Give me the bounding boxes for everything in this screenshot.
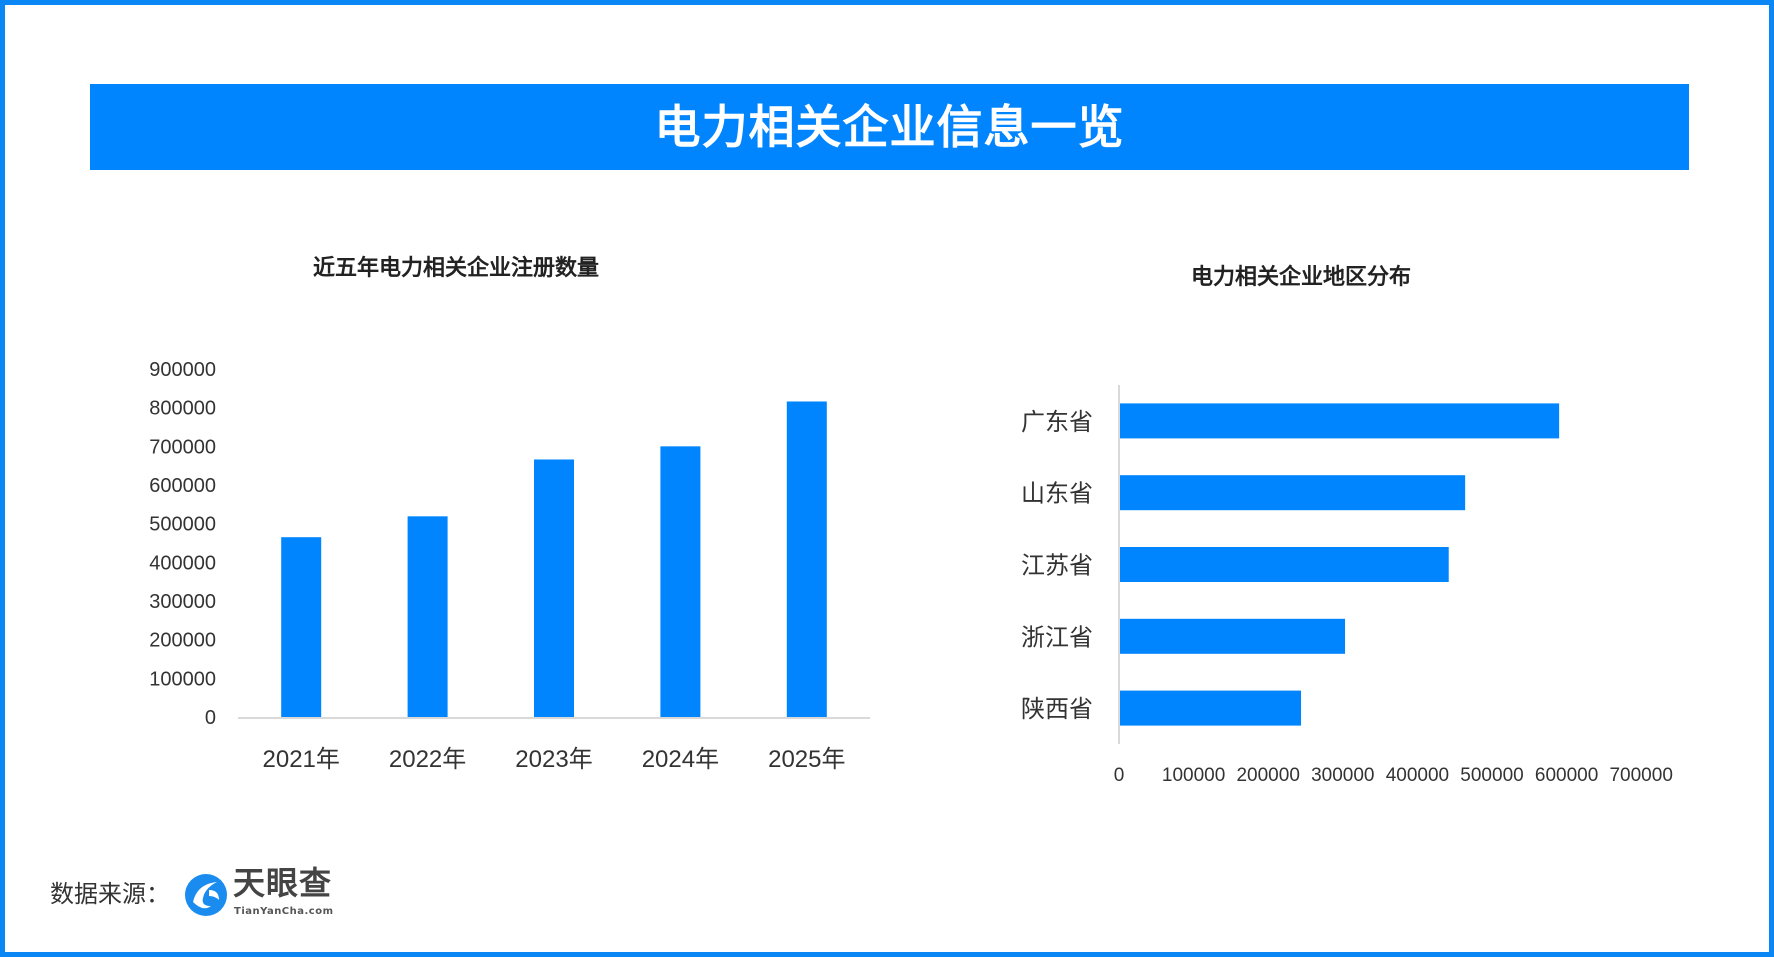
x-tick-label: 100000 [1162, 765, 1225, 786]
y-tick-label: 900000 [149, 359, 216, 381]
logo-eye-icon [185, 874, 227, 916]
x-tick-label: 2024年 [642, 746, 719, 773]
tianyancha-logo: 天眼查 TianYanCha.com [183, 866, 353, 926]
bar-陕西省 [1120, 690, 1302, 726]
x-tick-label: 200000 [1236, 765, 1299, 786]
y-tick-label: 山东省 [1021, 481, 1093, 508]
y-tick-label: 500000 [149, 514, 216, 536]
y-tick-label: 800000 [149, 398, 216, 420]
x-tick-label: 500000 [1460, 765, 1523, 786]
bar-2022年 [407, 516, 448, 717]
x-tick-label: 2022年 [389, 746, 466, 773]
y-tick-label: 700000 [149, 436, 216, 458]
y-tick-label: 200000 [149, 630, 216, 652]
y-tick-label: 300000 [149, 591, 216, 613]
bar-山东省 [1120, 475, 1466, 511]
x-tick-label: 700000 [1609, 765, 1672, 786]
bar-2021年 [281, 537, 322, 717]
right-chart-title: 电力相关企业地区分布 [1190, 265, 1412, 290]
page-title: 电力相关企业信息一览 [654, 99, 1125, 154]
y-tick-label: 广东省 [1021, 409, 1093, 436]
bar-2023年 [534, 459, 574, 717]
y-tick-label: 陕西省 [1021, 696, 1093, 723]
bar-2025年 [786, 401, 827, 717]
x-tick-label: 400000 [1386, 765, 1449, 786]
x-tick-label: 0 [1114, 765, 1125, 786]
bar-江苏省 [1120, 547, 1449, 582]
logo-subtext: TianYanCha.com [234, 906, 334, 917]
y-tick-label: 100000 [149, 668, 216, 690]
y-tick-label: 0 [205, 707, 216, 729]
bar-浙江省 [1120, 618, 1346, 654]
x-tick-label: 2025年 [768, 746, 845, 773]
header-banner: 电力相关企业信息一览 [90, 84, 1689, 170]
x-tick-label: 2023年 [515, 746, 592, 773]
left-chart-title: 近五年电力相关企业注册数量 [312, 256, 600, 281]
x-tick-label: 600000 [1535, 765, 1598, 786]
y-tick-label: 400000 [149, 552, 216, 574]
x-tick-label: 300000 [1311, 765, 1374, 786]
source-label: 数据来源： [50, 880, 170, 908]
bar-广东省 [1120, 403, 1560, 439]
logo-text: 天眼查 [233, 864, 333, 902]
y-tick-label: 江苏省 [1021, 553, 1093, 580]
y-tick-label: 600000 [149, 475, 216, 497]
bar-2024年 [660, 446, 701, 717]
x-tick-label: 2021年 [263, 746, 340, 773]
y-tick-label: 浙江省 [1021, 624, 1093, 651]
